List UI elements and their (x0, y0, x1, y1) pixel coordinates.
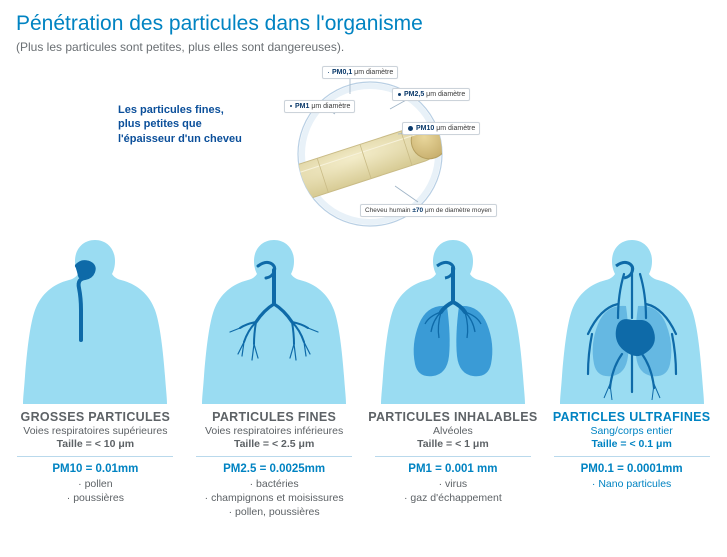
example-item: poussières (9, 491, 181, 505)
category-title: PARTICLES ULTRAFINES (546, 410, 718, 424)
divider (554, 456, 710, 457)
silhouette (552, 234, 712, 404)
example-item: virus (367, 477, 539, 491)
example-item: Nano particules (546, 477, 718, 491)
callout-pm01: PM0,1 μm diamètre (322, 66, 398, 79)
example-item: bactéries (188, 477, 360, 491)
divider (196, 456, 352, 457)
hair-circle: PM0,1 μm diamètre PM1 μm diamètre PM2,5 … (280, 64, 460, 234)
fine-particle-label: Les particules fines, plus petites que l… (118, 103, 248, 146)
page-title: Pénétration des particules dans l'organi… (16, 12, 711, 36)
example-item: gaz d'échappement (367, 491, 539, 505)
example-list: bactérieschampignons et moisissurespolle… (188, 477, 360, 520)
callout-pm1: PM1 μm diamètre (284, 100, 355, 113)
page-subtitle: (Plus les particules sont petites, plus … (16, 40, 711, 54)
pm-equivalence: PM1 = 0.001 mm (367, 463, 539, 475)
category-title: GROSSES PARTICULES (9, 410, 181, 424)
category-subtitle: Alvéoles (367, 425, 539, 437)
callout-hair: Cheveu humain ±70 μm de diamètre moyen (360, 204, 497, 217)
callout-pm10: PM10 μm diamètre (402, 122, 480, 135)
pm-equivalence: PM0.1 = 0.0001mm (546, 463, 718, 475)
category-0: GROSSES PARTICULES Voies respiratoires s… (9, 234, 181, 520)
silhouette (15, 234, 175, 404)
category-2: PARTICULES INHALABLES Alvéoles Taille = … (367, 234, 539, 520)
divider (17, 456, 173, 457)
callout-pm25: PM2,5 μm diamètre (392, 88, 470, 101)
pm-equivalence: PM2.5 = 0.0025mm (188, 463, 360, 475)
example-item: pollen (9, 477, 181, 491)
category-subtitle: Sang/corps entier (546, 425, 718, 437)
category-size: Taille = < 2.5 μm (188, 438, 360, 450)
dot-pm1 (290, 105, 292, 107)
header: Pénétration des particules dans l'organi… (0, 0, 727, 58)
category-title: PARTICULES INHALABLES (367, 410, 539, 424)
dot-pm25 (398, 93, 401, 96)
dot-pm10 (408, 126, 413, 131)
pm-equivalence: PM10 = 0.01mm (9, 463, 181, 475)
category-title: PARTICULES FINES (188, 410, 360, 424)
dot-pm01 (328, 72, 329, 73)
category-1: PARTICULES FINES Voies respiratoires inf… (188, 234, 360, 520)
category-size: Taille = < 1 μm (367, 438, 539, 450)
example-list: Nano particules (546, 477, 718, 491)
hair-comparison: Les particules fines, plus petites que l… (0, 58, 727, 238)
example-item: champignons et moisissures (188, 491, 360, 505)
example-list: pollenpoussières (9, 477, 181, 505)
category-size: Taille = < 10 μm (9, 438, 181, 450)
divider (375, 456, 531, 457)
category-3: PARTICLES ULTRAFINES Sang/corps entier T… (546, 234, 718, 520)
silhouette (373, 234, 533, 404)
category-subtitle: Voies respiratoires inférieures (188, 425, 360, 437)
silhouette (194, 234, 354, 404)
example-list: virusgaz d'échappement (367, 477, 539, 505)
category-size: Taille = < 0.1 μm (546, 438, 718, 450)
body-row: GROSSES PARTICULES Voies respiratoires s… (0, 234, 727, 520)
example-item: pollen, poussières (188, 505, 360, 519)
category-subtitle: Voies respiratoires supérieures (9, 425, 181, 437)
